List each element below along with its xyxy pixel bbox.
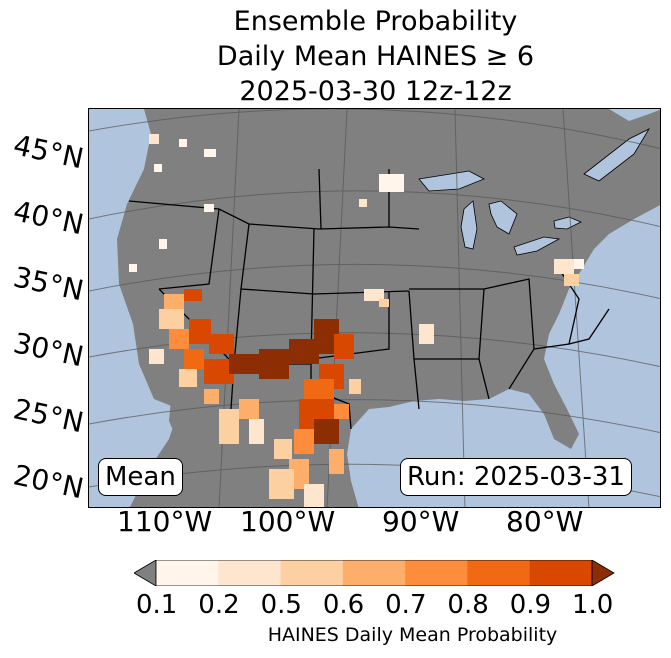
colorbar-bin [467, 560, 531, 586]
probability-cell [359, 199, 367, 207]
probability-cell [554, 259, 574, 274]
colorbar-bin [405, 560, 468, 586]
probability-cell [129, 264, 137, 272]
lat-label-20: 20°N [10, 458, 87, 506]
probability-cell [574, 259, 584, 269]
probability-cell [259, 349, 289, 379]
probability-cell [179, 369, 197, 387]
probability-cell [334, 334, 354, 359]
colorbar-bin [218, 560, 282, 586]
probability-cell [364, 289, 384, 301]
colorbar-label: HAINES Daily Mean Probability [267, 624, 558, 646]
probability-cell [564, 274, 579, 286]
probability-cell [149, 349, 164, 364]
colorbar-bin [156, 560, 219, 586]
colorbar-under-arrow [134, 560, 157, 586]
probability-cell [219, 409, 239, 444]
probability-cell [249, 419, 264, 444]
colorbar-tick-label: 0.7 [385, 590, 427, 620]
colorbar-over-arrow [591, 560, 615, 586]
map-svg [89, 109, 660, 507]
lat-label-30: 30°N [10, 326, 87, 374]
probability-cell [349, 379, 361, 394]
probability-cell [169, 329, 189, 349]
probability-cell [204, 204, 214, 212]
colorbar-tick-label: 1.0 [572, 590, 614, 620]
probability-cell [159, 239, 167, 249]
colorbar [134, 560, 615, 586]
probability-cell [179, 139, 187, 147]
colorbar-bin [280, 560, 344, 586]
probability-cell [314, 419, 339, 444]
baja-peninsula [169, 399, 219, 499]
colorbar-tick-label: 0.5 [260, 590, 302, 620]
lon-label-100: 100°W [240, 505, 336, 538]
probability-cell [329, 449, 344, 474]
probability-cell [294, 429, 314, 454]
title-line-1: Ensemble Probability [233, 6, 518, 37]
probability-cell [164, 294, 184, 309]
probability-cell [419, 324, 434, 344]
colorbar-tick-label: 0.1 [136, 590, 178, 620]
probability-cell [204, 149, 216, 157]
colorbar-frame [155, 560, 593, 586]
probability-cell [334, 404, 349, 419]
lon-label-80: 80°W [506, 505, 584, 538]
mean-label: Mean [98, 458, 183, 496]
probability-cell [269, 469, 294, 499]
colorbar-tick-label: 0.8 [447, 590, 489, 620]
probability-cell [209, 334, 234, 354]
colorbar-bin [529, 560, 593, 586]
run-label: Run: 2025-03-31 [400, 458, 632, 496]
probability-cell [229, 354, 259, 374]
colorbar-tick-label: 0.6 [322, 590, 365, 620]
probability-cell [379, 174, 404, 192]
map-panel [88, 108, 661, 508]
colorbar-bin [342, 560, 406, 586]
lat-label-40: 40°N [10, 194, 87, 242]
title-line-2: Daily Mean HAINES ≥ 6 [216, 41, 535, 72]
lat-label-25: 25°N [10, 392, 87, 440]
probability-cell [159, 309, 184, 329]
colorbar-bins [156, 560, 593, 586]
probability-cell [184, 289, 202, 301]
lon-label-90: 90°W [382, 505, 460, 538]
colorbar-tick-label: 0.9 [509, 590, 552, 620]
lat-label-45: 45°N [10, 128, 87, 176]
lon-label-110: 110°W [117, 505, 213, 538]
great-lakes [418, 128, 651, 256]
probability-cell [379, 299, 389, 307]
probability-cell [189, 319, 211, 344]
probability-cell [274, 439, 292, 459]
probability-cell [184, 349, 204, 369]
colorbar-tick-label: 0.2 [198, 590, 240, 620]
probability-cell [239, 399, 259, 419]
probability-cell [304, 484, 324, 507]
lat-label-35: 35°N [10, 260, 87, 308]
title-line-3: 2025-03-30 12z-12z [239, 76, 512, 107]
probability-cell [149, 134, 159, 144]
probability-cells [129, 134, 584, 507]
probability-cell [204, 389, 219, 404]
probability-cell [154, 164, 162, 172]
